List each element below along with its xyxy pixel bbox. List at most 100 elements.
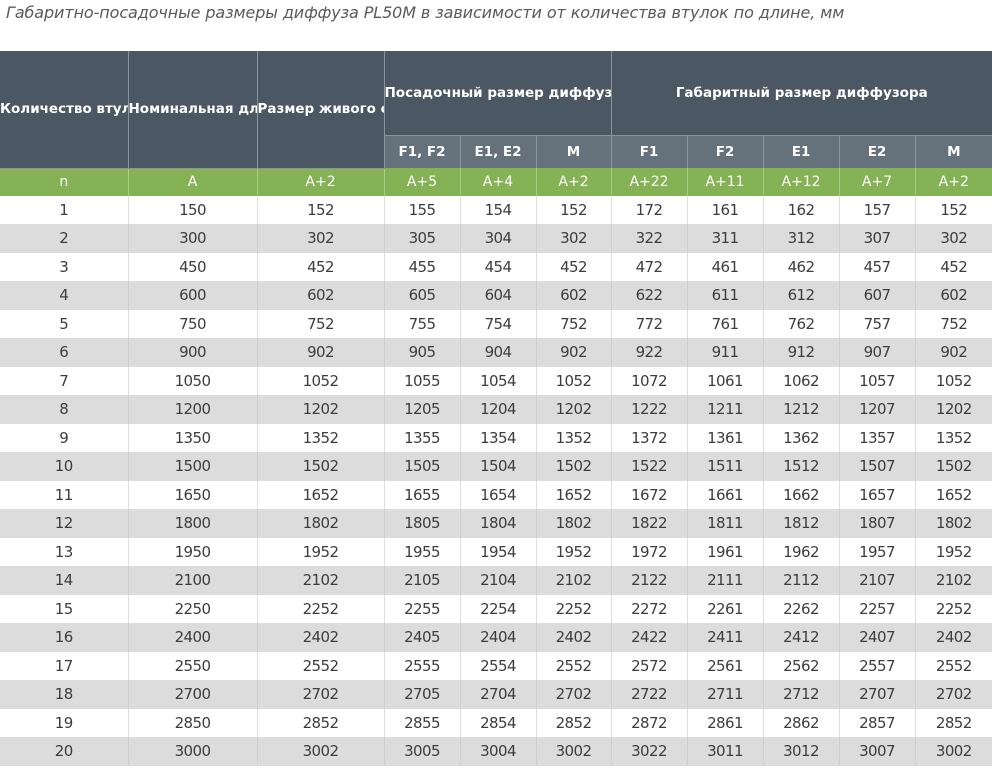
table-cell: 1072 bbox=[611, 366, 688, 395]
table-cell: 13 bbox=[0, 537, 129, 566]
table-row: 20 3000 3002 3005 3004 3002 3022 3011 3012 3007 30… bbox=[0, 737, 992, 766]
subheader-row: F1, F2 E1, E2 M F1 F2 E1 E2 M bbox=[0, 135, 992, 168]
table-cell: 3000 bbox=[128, 737, 258, 766]
table-cell: 904 bbox=[460, 338, 537, 367]
table-cell: 2700 bbox=[128, 680, 258, 709]
table-cell: 1505 bbox=[384, 452, 461, 481]
formula-cell: A+5 bbox=[384, 168, 461, 196]
table-cell: 604 bbox=[460, 281, 537, 310]
table-row: 2 300 302 305 304 302 322 311 312 307 302 bbox=[0, 224, 992, 253]
table-cell: 2711 bbox=[687, 680, 764, 709]
table-cell: 3022 bbox=[611, 737, 688, 766]
table-cell: 2407 bbox=[839, 623, 916, 652]
table-cell: 2550 bbox=[128, 651, 258, 680]
table-cell: 1207 bbox=[839, 395, 916, 424]
table-cell: 457 bbox=[839, 252, 916, 281]
table-cell: 2111 bbox=[687, 566, 764, 595]
table-row: 8 1200 1202 1205 1204 1202 1222 1211 1212 1207 120… bbox=[0, 395, 992, 424]
table-cell: 10 bbox=[0, 452, 129, 481]
table-cell: 18 bbox=[0, 680, 129, 709]
table-cell: 452 bbox=[536, 252, 612, 281]
table-cell: 2255 bbox=[384, 594, 461, 623]
table-cell: 16 bbox=[0, 623, 129, 652]
table-row: 18 2700 2702 2705 2704 2702 2722 2711 2712 2707 27… bbox=[0, 680, 992, 709]
table-cell: 911 bbox=[687, 338, 764, 367]
subheader-cell: M bbox=[536, 135, 612, 168]
table-cell: 752 bbox=[257, 309, 385, 338]
table-cell: 1362 bbox=[763, 423, 840, 452]
table-cell: 6 bbox=[0, 338, 129, 367]
table-cell: 322 bbox=[611, 224, 688, 253]
table-cell: 2552 bbox=[536, 651, 612, 680]
table-cell: 2554 bbox=[460, 651, 537, 680]
table-cell: 1802 bbox=[915, 509, 992, 538]
table-cell: 1800 bbox=[128, 509, 258, 538]
table-row: 4 600 602 605 604 602 622 611 612 607 602 bbox=[0, 281, 992, 310]
table-cell: 1054 bbox=[460, 366, 537, 395]
formula-cell: A bbox=[128, 168, 258, 196]
table-cell: 1052 bbox=[915, 366, 992, 395]
table-cell: 2555 bbox=[384, 651, 461, 680]
table-cell: 157 bbox=[839, 195, 916, 224]
table-cell: 2102 bbox=[915, 566, 992, 595]
table-cell: 2405 bbox=[384, 623, 461, 652]
table-cell: 152 bbox=[536, 195, 612, 224]
table-cell: 1502 bbox=[536, 452, 612, 481]
table-cell: 2411 bbox=[687, 623, 764, 652]
table-cell: 1804 bbox=[460, 509, 537, 538]
table-cell: 3005 bbox=[384, 737, 461, 766]
table-cell: 755 bbox=[384, 309, 461, 338]
table-cell: 900 bbox=[128, 338, 258, 367]
table-cell: 1202 bbox=[536, 395, 612, 424]
header-count: Количество втулок bbox=[0, 51, 129, 169]
table-cell: 752 bbox=[536, 309, 612, 338]
table-row: 3 450 452 455 454 452 472 461 462 457 452 bbox=[0, 252, 992, 281]
dimensions-table: Количество втулок Номинальная длина Разм… bbox=[0, 51, 992, 766]
header-overall-size: Габаритный размер диффузора bbox=[611, 51, 992, 136]
table-cell: 1812 bbox=[763, 509, 840, 538]
table-cell: 1502 bbox=[257, 452, 385, 481]
table-cell: 3011 bbox=[687, 737, 764, 766]
table-cell: 2272 bbox=[611, 594, 688, 623]
table-cell: 2852 bbox=[257, 708, 385, 737]
table-cell: 1522 bbox=[611, 452, 688, 481]
table-cell: 607 bbox=[839, 281, 916, 310]
formula-cell: A+7 bbox=[839, 168, 916, 196]
table-cell: 8 bbox=[0, 395, 129, 424]
table-cell: 761 bbox=[687, 309, 764, 338]
table-row: 14 2100 2102 2105 2104 2102 2122 2111 2112 2107 21… bbox=[0, 566, 992, 595]
table-cell: 1657 bbox=[839, 480, 916, 509]
table-cell: 2702 bbox=[915, 680, 992, 709]
table-cell: 772 bbox=[611, 309, 688, 338]
subheader-cell: E1 bbox=[763, 135, 840, 168]
table-cell: 3004 bbox=[460, 737, 537, 766]
table-cell: 2552 bbox=[257, 651, 385, 680]
table-cell: 3007 bbox=[839, 737, 916, 766]
table-row: 1 150 152 155 154 152 172 161 162 157 152 bbox=[0, 195, 992, 224]
table-cell: 1211 bbox=[687, 395, 764, 424]
table-cell: 1222 bbox=[611, 395, 688, 424]
table-cell: 304 bbox=[460, 224, 537, 253]
table-cell: 2712 bbox=[763, 680, 840, 709]
table-cell: 2250 bbox=[128, 594, 258, 623]
table-cell: 302 bbox=[257, 224, 385, 253]
table-cell: 750 bbox=[128, 309, 258, 338]
header-nominal-length: Номинальная длина bbox=[128, 51, 258, 169]
table-cell: 2552 bbox=[915, 651, 992, 680]
table-row: 13 1950 1952 1955 1954 1952 1972 1961 1962 1957 19… bbox=[0, 537, 992, 566]
table-cell: 1950 bbox=[128, 537, 258, 566]
table-cell: 1372 bbox=[611, 423, 688, 452]
table-cell: 4 bbox=[0, 281, 129, 310]
formula-row: n A A+2 A+5 A+4 A+2 A+22 A+11 A+12 A+7 A… bbox=[0, 168, 992, 196]
table-cell: 11 bbox=[0, 480, 129, 509]
table-cell: 19 bbox=[0, 708, 129, 737]
table-cell: 1504 bbox=[460, 452, 537, 481]
table-cell: 2252 bbox=[257, 594, 385, 623]
formula-cell: A+2 bbox=[536, 168, 612, 196]
table-cell: 1805 bbox=[384, 509, 461, 538]
table-cell: 9 bbox=[0, 423, 129, 452]
table-cell: 1652 bbox=[536, 480, 612, 509]
table-cell: 1350 bbox=[128, 423, 258, 452]
table-cell: 162 bbox=[763, 195, 840, 224]
table-cell: 1055 bbox=[384, 366, 461, 395]
